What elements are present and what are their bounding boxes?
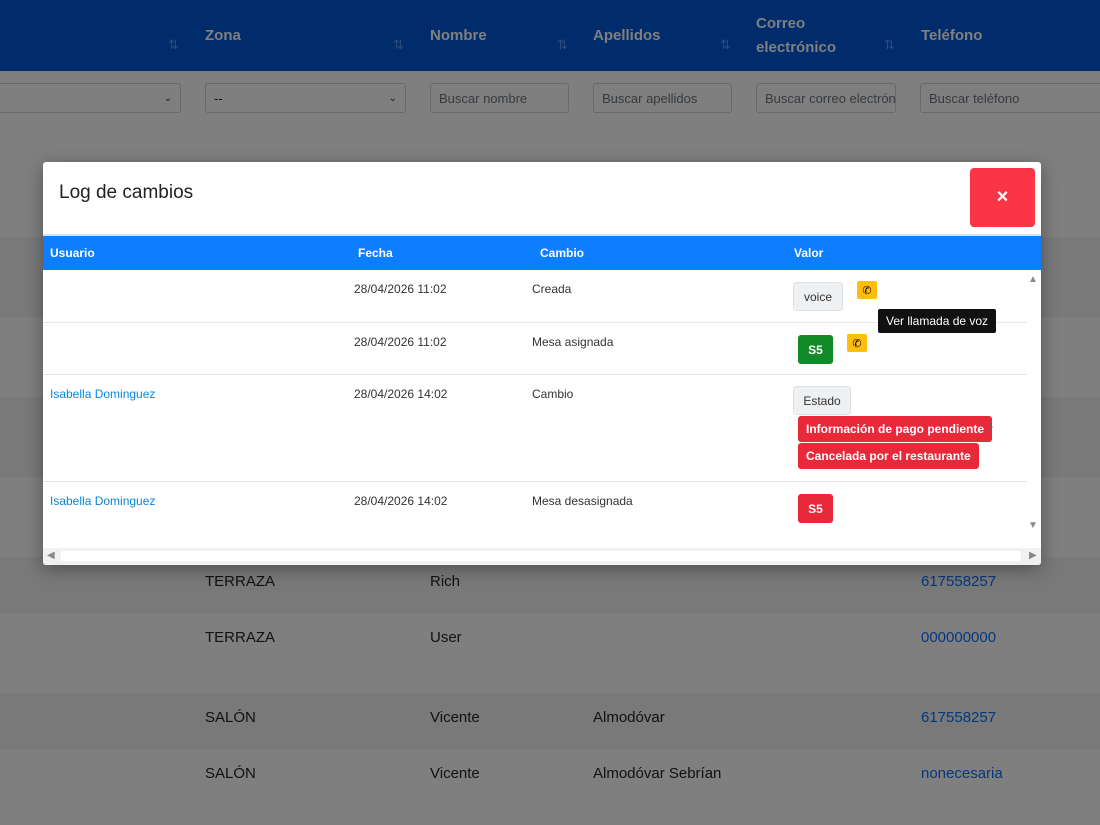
log-table-header: Usuario Fecha Cambio Valor <box>43 236 1041 270</box>
horizontal-scrollbar[interactable]: ◀ ▶ <box>43 548 1041 565</box>
table-badge: S5 <box>798 335 833 364</box>
fecha-cell: 28/04/2026 11:02 <box>354 335 447 349</box>
column-header-fecha: Fecha <box>358 246 393 260</box>
phone-icon[interactable]: ✆ <box>847 334 867 352</box>
vertical-scrollbar[interactable]: ▲ ▼ <box>1027 270 1041 534</box>
column-header-valor: Valor <box>794 246 824 260</box>
log-row: 28/04/2026 11:02 Mesa asignada S5 ✆ <box>43 323 1027 375</box>
change-log-modal: Log de cambios × Usuario Fecha Cambio Va… <box>43 162 1041 565</box>
close-icon: × <box>996 186 1009 208</box>
log-row: Isabella Dominguez 28/04/2026 14:02 Mesa… <box>43 482 1027 534</box>
scroll-up-icon[interactable]: ▲ <box>1028 274 1038 285</box>
cambio-cell: Creada <box>532 282 572 296</box>
new-value-badge: Cancelada por el restaurante <box>798 443 979 469</box>
divider <box>43 234 1041 236</box>
tooltip: Ver llamada de voz <box>878 309 997 333</box>
log-table-body[interactable]: 28/04/2026 11:02 Creada voice ✆ 28/04/20… <box>43 270 1027 534</box>
column-header-cambio: Cambio <box>540 246 585 260</box>
scroll-thumb[interactable] <box>61 551 1021 561</box>
usuario-cell[interactable]: Isabella Dominguez <box>50 494 156 508</box>
cambio-cell: Mesa desasignada <box>532 494 633 508</box>
usuario-cell[interactable]: Isabella Dominguez <box>50 387 156 401</box>
value-badge: voice <box>793 282 843 311</box>
column-header-usuario: Usuario <box>50 246 95 260</box>
table-badge: S5 <box>798 494 833 523</box>
log-row: 28/04/2026 11:02 Creada voice ✆ <box>43 270 1027 323</box>
chevron-right-icon[interactable]: › <box>988 418 994 435</box>
scroll-left-icon[interactable]: ◀ <box>47 550 55 561</box>
scroll-down-icon[interactable]: ▼ <box>1028 520 1038 531</box>
modal-title: Log de cambios <box>59 182 194 203</box>
scroll-right-icon[interactable]: ▶ <box>1029 550 1037 561</box>
fecha-cell: 28/04/2026 14:02 <box>354 494 448 508</box>
log-row: Isabella Dominguez 28/04/2026 14:02 Camb… <box>43 375 1027 482</box>
fecha-cell: 28/04/2026 14:02 <box>354 387 448 401</box>
field-badge: Estado <box>793 386 851 415</box>
cambio-cell: Cambio <box>532 387 574 401</box>
fecha-cell: 28/04/2026 11:02 <box>354 282 447 296</box>
close-button[interactable]: × <box>970 168 1035 227</box>
previous-value-badge: Información de pago pendiente <box>798 416 993 442</box>
cambio-cell: Mesa asignada <box>532 335 614 349</box>
phone-icon[interactable]: ✆ <box>857 281 877 299</box>
